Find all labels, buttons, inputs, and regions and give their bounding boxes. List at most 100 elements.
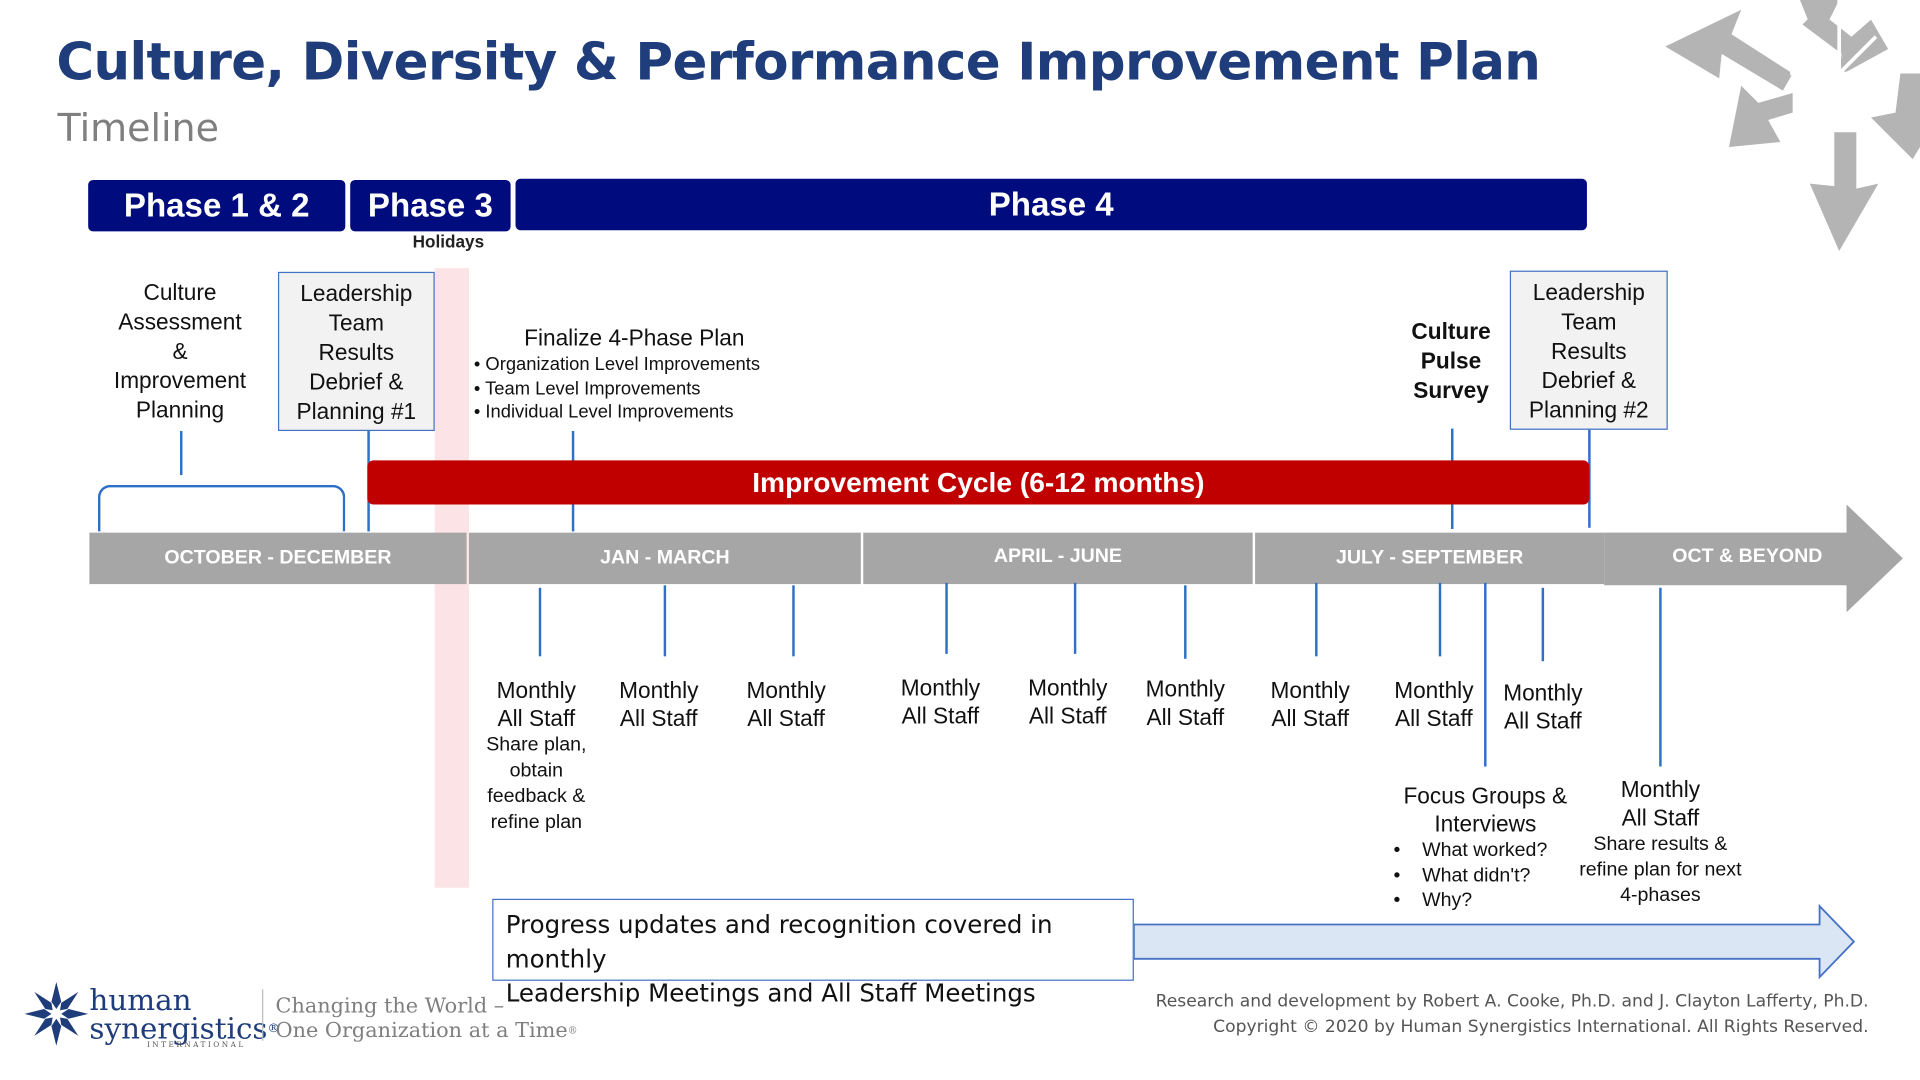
list-item-label: What didn't? xyxy=(1422,865,1531,886)
text-line: Leadership Meetings and All Staff Meetin… xyxy=(505,978,1036,1008)
monthly-all-staff-final: Monthly All Staff Share results & refine… xyxy=(1565,775,1756,908)
tagline: Changing the World – One Organization at… xyxy=(276,994,578,1043)
phase-1-2-bar: Phase 1 & 2 xyxy=(88,180,346,232)
list-item-label: What worked? xyxy=(1422,840,1548,861)
brand-line: human xyxy=(89,983,192,1018)
text-line: obtain xyxy=(509,760,564,782)
text-line: Planning #2 xyxy=(1528,396,1649,423)
text-line: Debrief & xyxy=(1541,367,1636,394)
text-line: All Staff xyxy=(1271,705,1350,732)
monthly-all-staff-4: Monthly All Staff xyxy=(873,673,1008,729)
timeline-segment: JULY - SEPTEMBER xyxy=(1255,532,1605,585)
text-line: Culture xyxy=(1411,318,1491,345)
text-line: Monthly xyxy=(900,674,981,701)
pulse-survey-label: Culture Pulse Survey xyxy=(1396,317,1506,405)
text-line: & xyxy=(172,337,188,364)
brand-line: synergistics® xyxy=(89,1014,280,1043)
connector-line xyxy=(945,582,948,654)
registered-mark: ® xyxy=(567,1024,578,1036)
brand-international: INTERNATIONAL xyxy=(146,1040,246,1050)
connector-line xyxy=(538,587,541,657)
text-line: All Staff xyxy=(497,705,576,732)
connector-line xyxy=(1438,582,1441,657)
text-line: Monthly xyxy=(1270,677,1350,703)
monthly-all-staff-1: Monthly All Staff Share plan, obtain fee… xyxy=(469,676,604,835)
text-line: All Staff xyxy=(1395,705,1473,732)
text-line: All Staff xyxy=(901,702,980,729)
phase-4-bar: Phase 4 xyxy=(515,178,1587,231)
text-line: Monthly xyxy=(619,677,699,703)
text-line: 4-phases xyxy=(1620,885,1701,907)
text-line: All Staff xyxy=(747,705,825,732)
tagline-text: One Organization at a Time xyxy=(275,1018,568,1044)
credit-line: Research and development by Robert A. Co… xyxy=(1155,991,1869,1012)
connector-line xyxy=(1184,585,1186,659)
monthly-all-staff-2: Monthly All Staff xyxy=(591,676,726,732)
text-line: Pulse xyxy=(1420,347,1482,374)
connector-line xyxy=(1541,587,1544,662)
text-line: Culture xyxy=(143,279,217,305)
text-line: All Staff xyxy=(619,705,698,732)
brand-word: synergistics xyxy=(89,1011,268,1046)
debrief-1-box: Leadership Team Results Debrief & Planni… xyxy=(277,271,435,432)
assessment-bracket xyxy=(97,484,346,532)
timeline-segment: OCT & BEYOND xyxy=(1672,546,1823,567)
text-line: refine plan for next xyxy=(1579,859,1742,881)
text-line: Leadership xyxy=(1532,279,1645,305)
human-synergistics-logo-icon xyxy=(24,982,89,1046)
connector-line xyxy=(180,431,182,476)
starburst-logo-icon xyxy=(1665,0,1920,252)
text-line: Planning xyxy=(135,396,225,423)
timeline-segment: JAN - MARCH xyxy=(468,532,861,585)
list-item: • What didn't? xyxy=(1393,865,1531,886)
monthly-all-staff-9: Monthly All Staff xyxy=(1476,678,1611,734)
connector-line xyxy=(1315,582,1317,657)
focus-groups-list: • What worked? • What didn't? • Why? xyxy=(1393,839,1547,914)
holidays-label: Holidays xyxy=(412,231,485,252)
text-line: Team xyxy=(328,309,385,336)
tagline-line: Changing the World – xyxy=(275,994,505,1019)
text-line: Monthly xyxy=(1028,674,1108,701)
timeline-segment: APRIL - JUNE xyxy=(863,532,1253,585)
list-item-label: Organization Level Improvements xyxy=(485,353,761,375)
list-item: • Why? xyxy=(1393,890,1473,912)
timeline-arrowhead-icon xyxy=(1604,504,1903,613)
list-item-label: Team Level Improvements xyxy=(485,377,701,399)
text-line: All Staff xyxy=(1146,704,1225,730)
progress-arrow-icon xyxy=(1133,903,1856,980)
list-item-label: Why? xyxy=(1422,890,1473,912)
text-line: Monthly xyxy=(1394,677,1474,703)
registered-mark: ® xyxy=(267,1022,280,1036)
text-line: refine plan xyxy=(490,811,583,833)
monthly-all-staff-5: Monthly All Staff xyxy=(1000,673,1135,729)
list-item-label: Individual Level Improvements xyxy=(485,401,734,423)
text-line: All Staff xyxy=(1621,804,1700,831)
text-line: Focus Groups & xyxy=(1403,782,1568,809)
text-line: Interviews xyxy=(1434,810,1537,837)
list-item: • Team Level Improvements xyxy=(473,377,701,399)
text-line: Share plan, xyxy=(486,734,587,756)
list-item: • What worked? xyxy=(1393,840,1548,861)
connector-line xyxy=(663,585,666,657)
text-line: Results xyxy=(318,339,395,365)
finalize-plan-list: • Organization Level Improvements • Team… xyxy=(474,353,805,425)
page-subtitle: Timeline xyxy=(57,106,219,151)
text-line: Results xyxy=(1550,337,1627,364)
connector-line xyxy=(1484,582,1486,767)
culture-assessment-label: Culture Assessment & Improvement Plannin… xyxy=(100,278,259,425)
text-line: feedback & xyxy=(487,786,586,807)
text-line: Progress updates and recognition covered… xyxy=(505,909,1053,974)
improvement-cycle-bar: Improvement Cycle (6-12 months) xyxy=(367,460,1590,505)
connector-line xyxy=(1073,582,1076,654)
focus-groups-heading: Focus Groups & Interviews xyxy=(1387,781,1583,837)
text-line: Leadership xyxy=(300,280,413,307)
list-item: • Organization Level Improvements xyxy=(473,353,761,375)
footer-divider xyxy=(262,989,264,1041)
text-line: All Staff xyxy=(1028,702,1107,729)
monthly-all-staff-3: Monthly All Staff xyxy=(719,676,854,732)
text-line: Share results & xyxy=(1593,833,1728,855)
page-title: Culture, Diversity & Performance Improve… xyxy=(56,31,1541,92)
text-line: Assessment xyxy=(118,308,242,335)
text-line: Monthly xyxy=(1620,776,1701,803)
